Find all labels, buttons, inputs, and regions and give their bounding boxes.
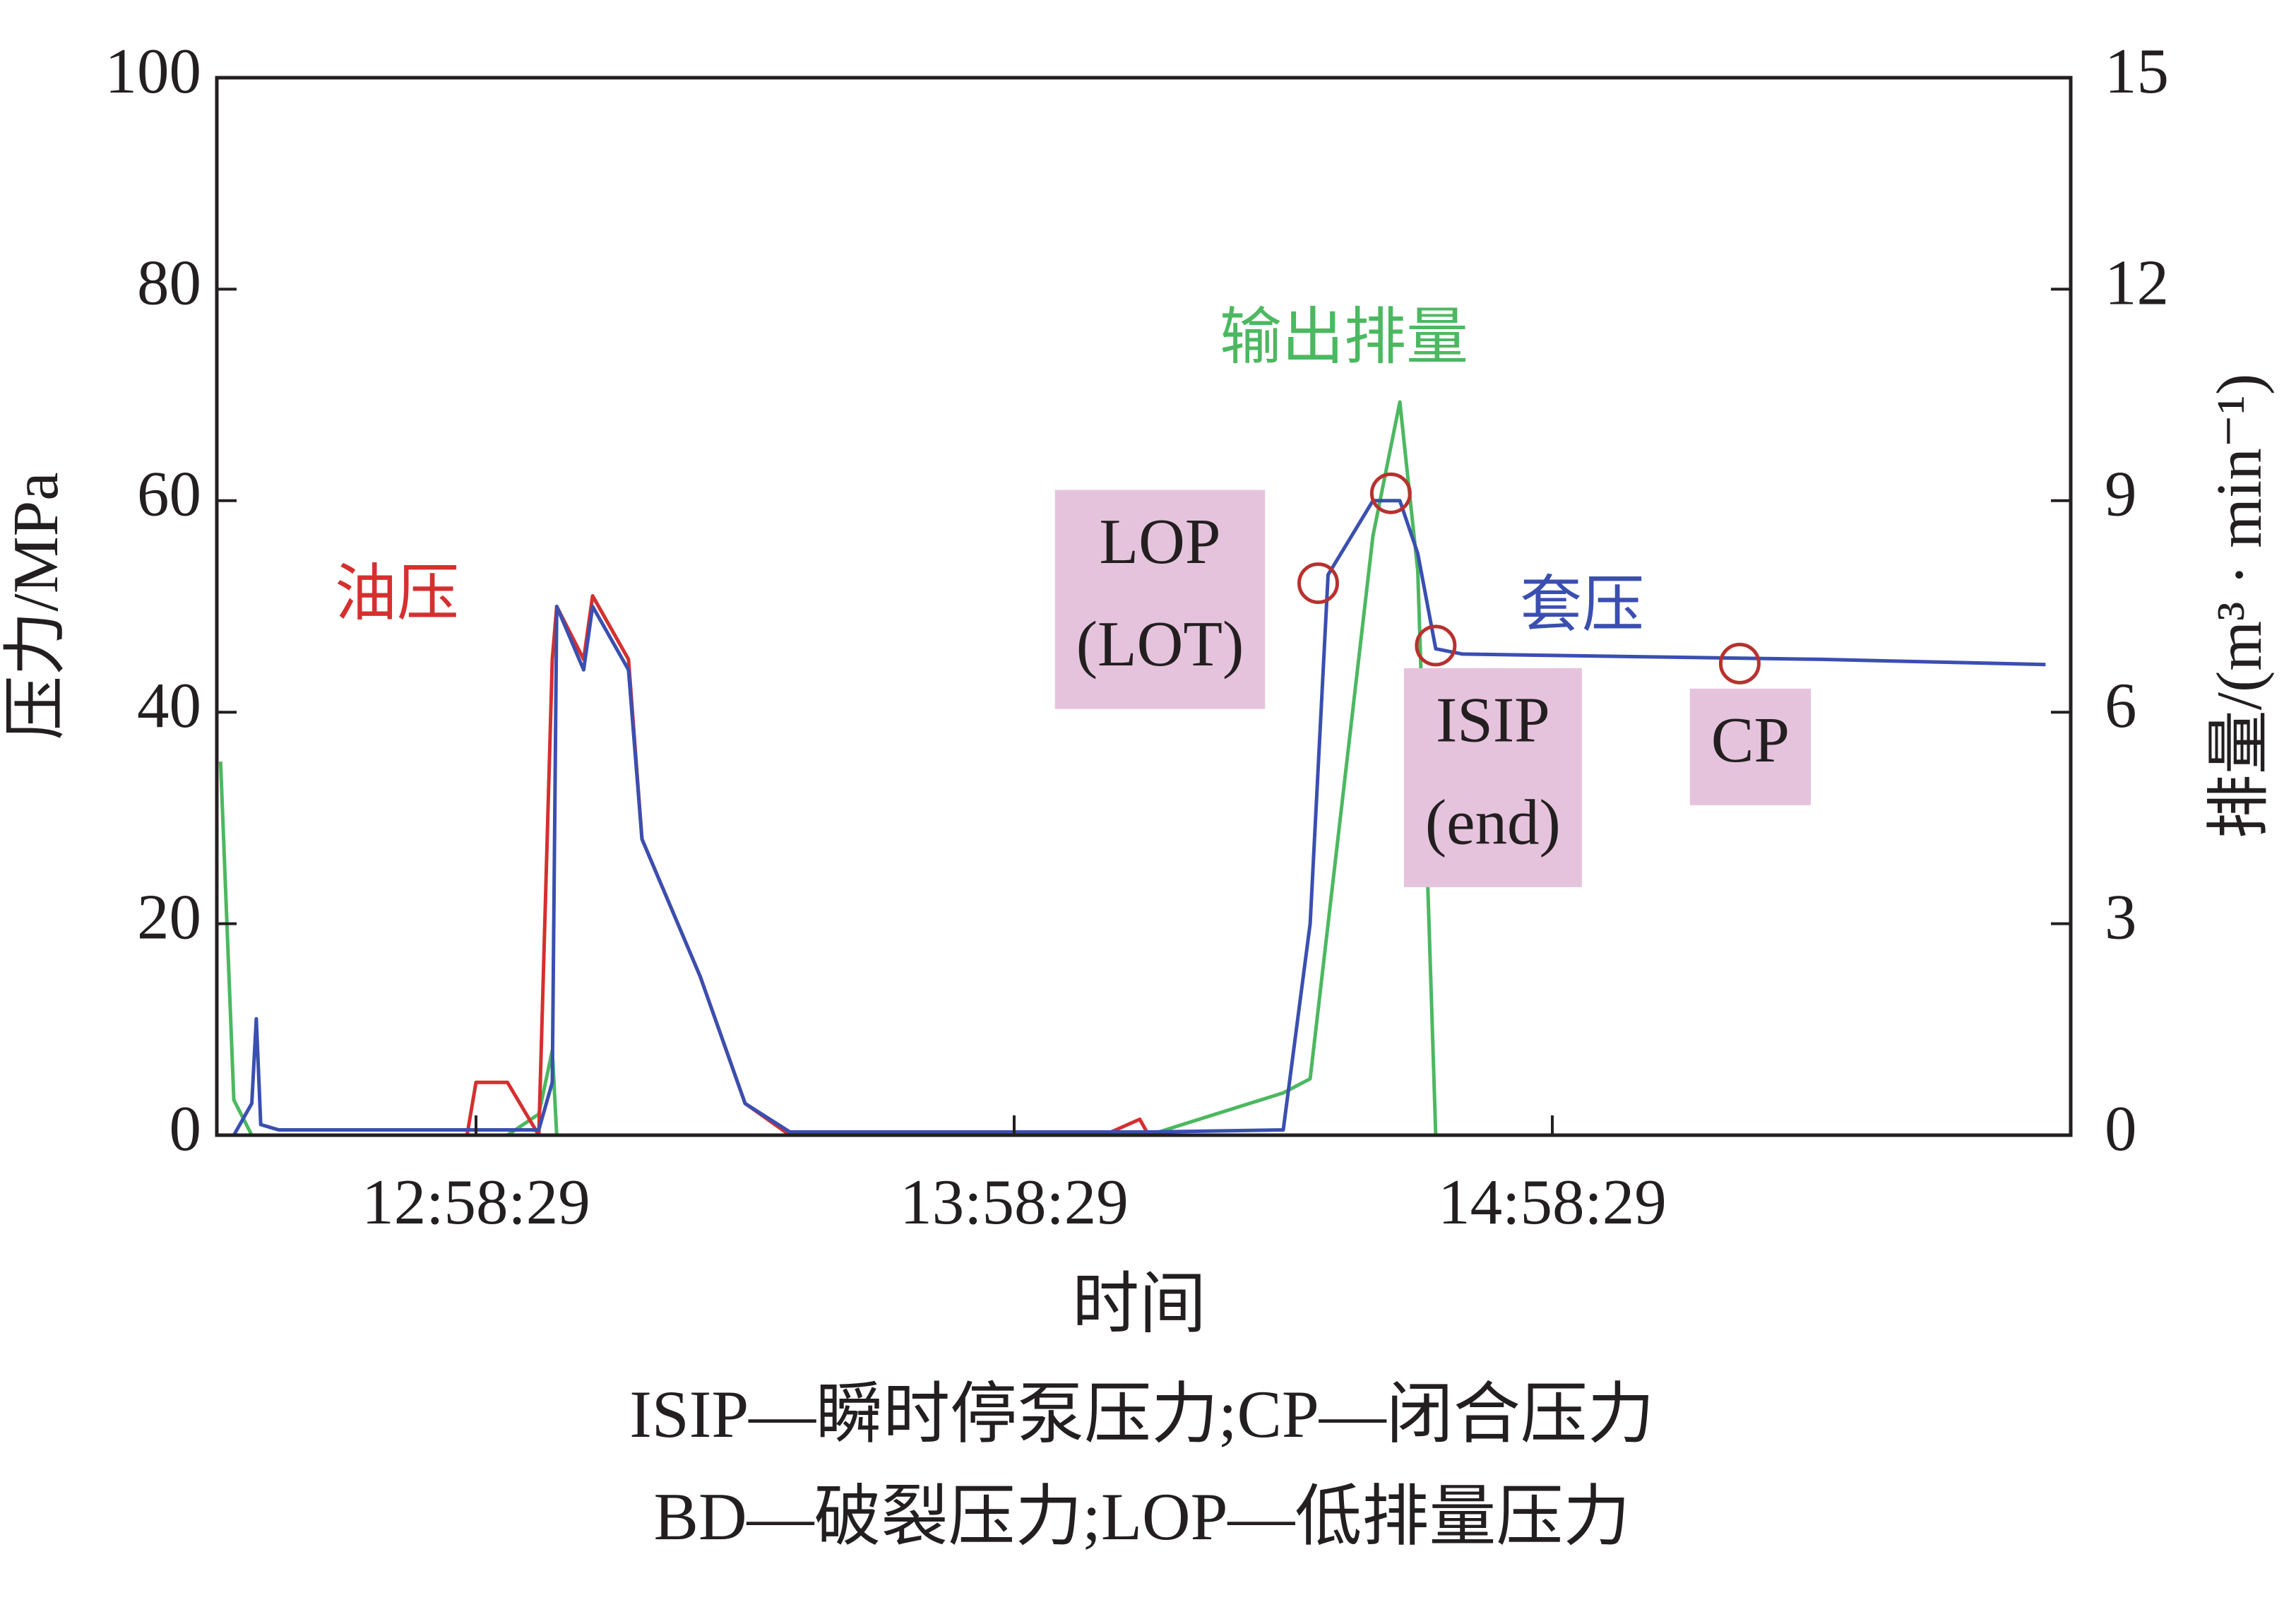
y2-tick-label: 9 bbox=[2105, 458, 2137, 530]
annotation: LOP (LOT) bbox=[1054, 490, 1266, 709]
marker-circle bbox=[1369, 472, 1412, 514]
marker-circle bbox=[1297, 562, 1340, 605]
note: ISIP—瞬时停泵压力;CP—闭合压力 bbox=[629, 1377, 1655, 1452]
annotation-text: (end) bbox=[1425, 786, 1561, 858]
y2-tick-label: 12 bbox=[2105, 247, 2169, 318]
y-tick-label: 0 bbox=[169, 1093, 202, 1164]
y-tick-label: 40 bbox=[137, 670, 201, 741]
note: BD—破裂压力;LOP—低排量压力 bbox=[654, 1479, 1631, 1554]
x-tick-label: 13:58:29 bbox=[900, 1166, 1129, 1238]
annotation-text: ISIP bbox=[1436, 684, 1550, 755]
y-axis-label: 压力/MPa bbox=[0, 472, 71, 740]
series-label: 套压 bbox=[1520, 571, 1644, 640]
series-label: 输出排量 bbox=[1220, 304, 1468, 372]
marker-circle bbox=[1415, 624, 1457, 667]
marker-circle bbox=[1718, 642, 1761, 684]
annotation: ISIP (end) bbox=[1403, 668, 1582, 887]
y2-tick-label: 15 bbox=[2105, 35, 2169, 107]
y-tick-label: 20 bbox=[137, 881, 201, 952]
y2-tick-label: 6 bbox=[2105, 670, 2137, 741]
annotation-text: CP bbox=[1711, 704, 1790, 776]
y2-tick-label: 3 bbox=[2105, 881, 2137, 952]
y2-axis-label: 排量/(m³ · min⁻¹) bbox=[2203, 374, 2275, 839]
plot-frame bbox=[215, 76, 2073, 1137]
y-tick-label: 80 bbox=[137, 247, 201, 318]
annotation: CP bbox=[1689, 688, 1812, 805]
y-tick-label: 100 bbox=[105, 35, 202, 107]
x-tick-label: 12:58:29 bbox=[362, 1166, 590, 1238]
annotation-box bbox=[1054, 490, 1266, 709]
y-tick-label: 60 bbox=[137, 458, 201, 530]
annotation-box bbox=[1403, 668, 1582, 887]
annotation-text: LOP bbox=[1100, 506, 1221, 577]
annotation-text: (LOT) bbox=[1076, 608, 1244, 680]
annotation-box bbox=[1689, 688, 1812, 805]
x-axis-label: 时间 bbox=[1072, 1267, 1206, 1341]
y2-tick-label: 0 bbox=[2105, 1093, 2137, 1164]
series-line bbox=[220, 499, 2046, 1137]
x-tick-label: 14:58:29 bbox=[1438, 1166, 1667, 1238]
series-label: 油压 bbox=[335, 560, 459, 629]
